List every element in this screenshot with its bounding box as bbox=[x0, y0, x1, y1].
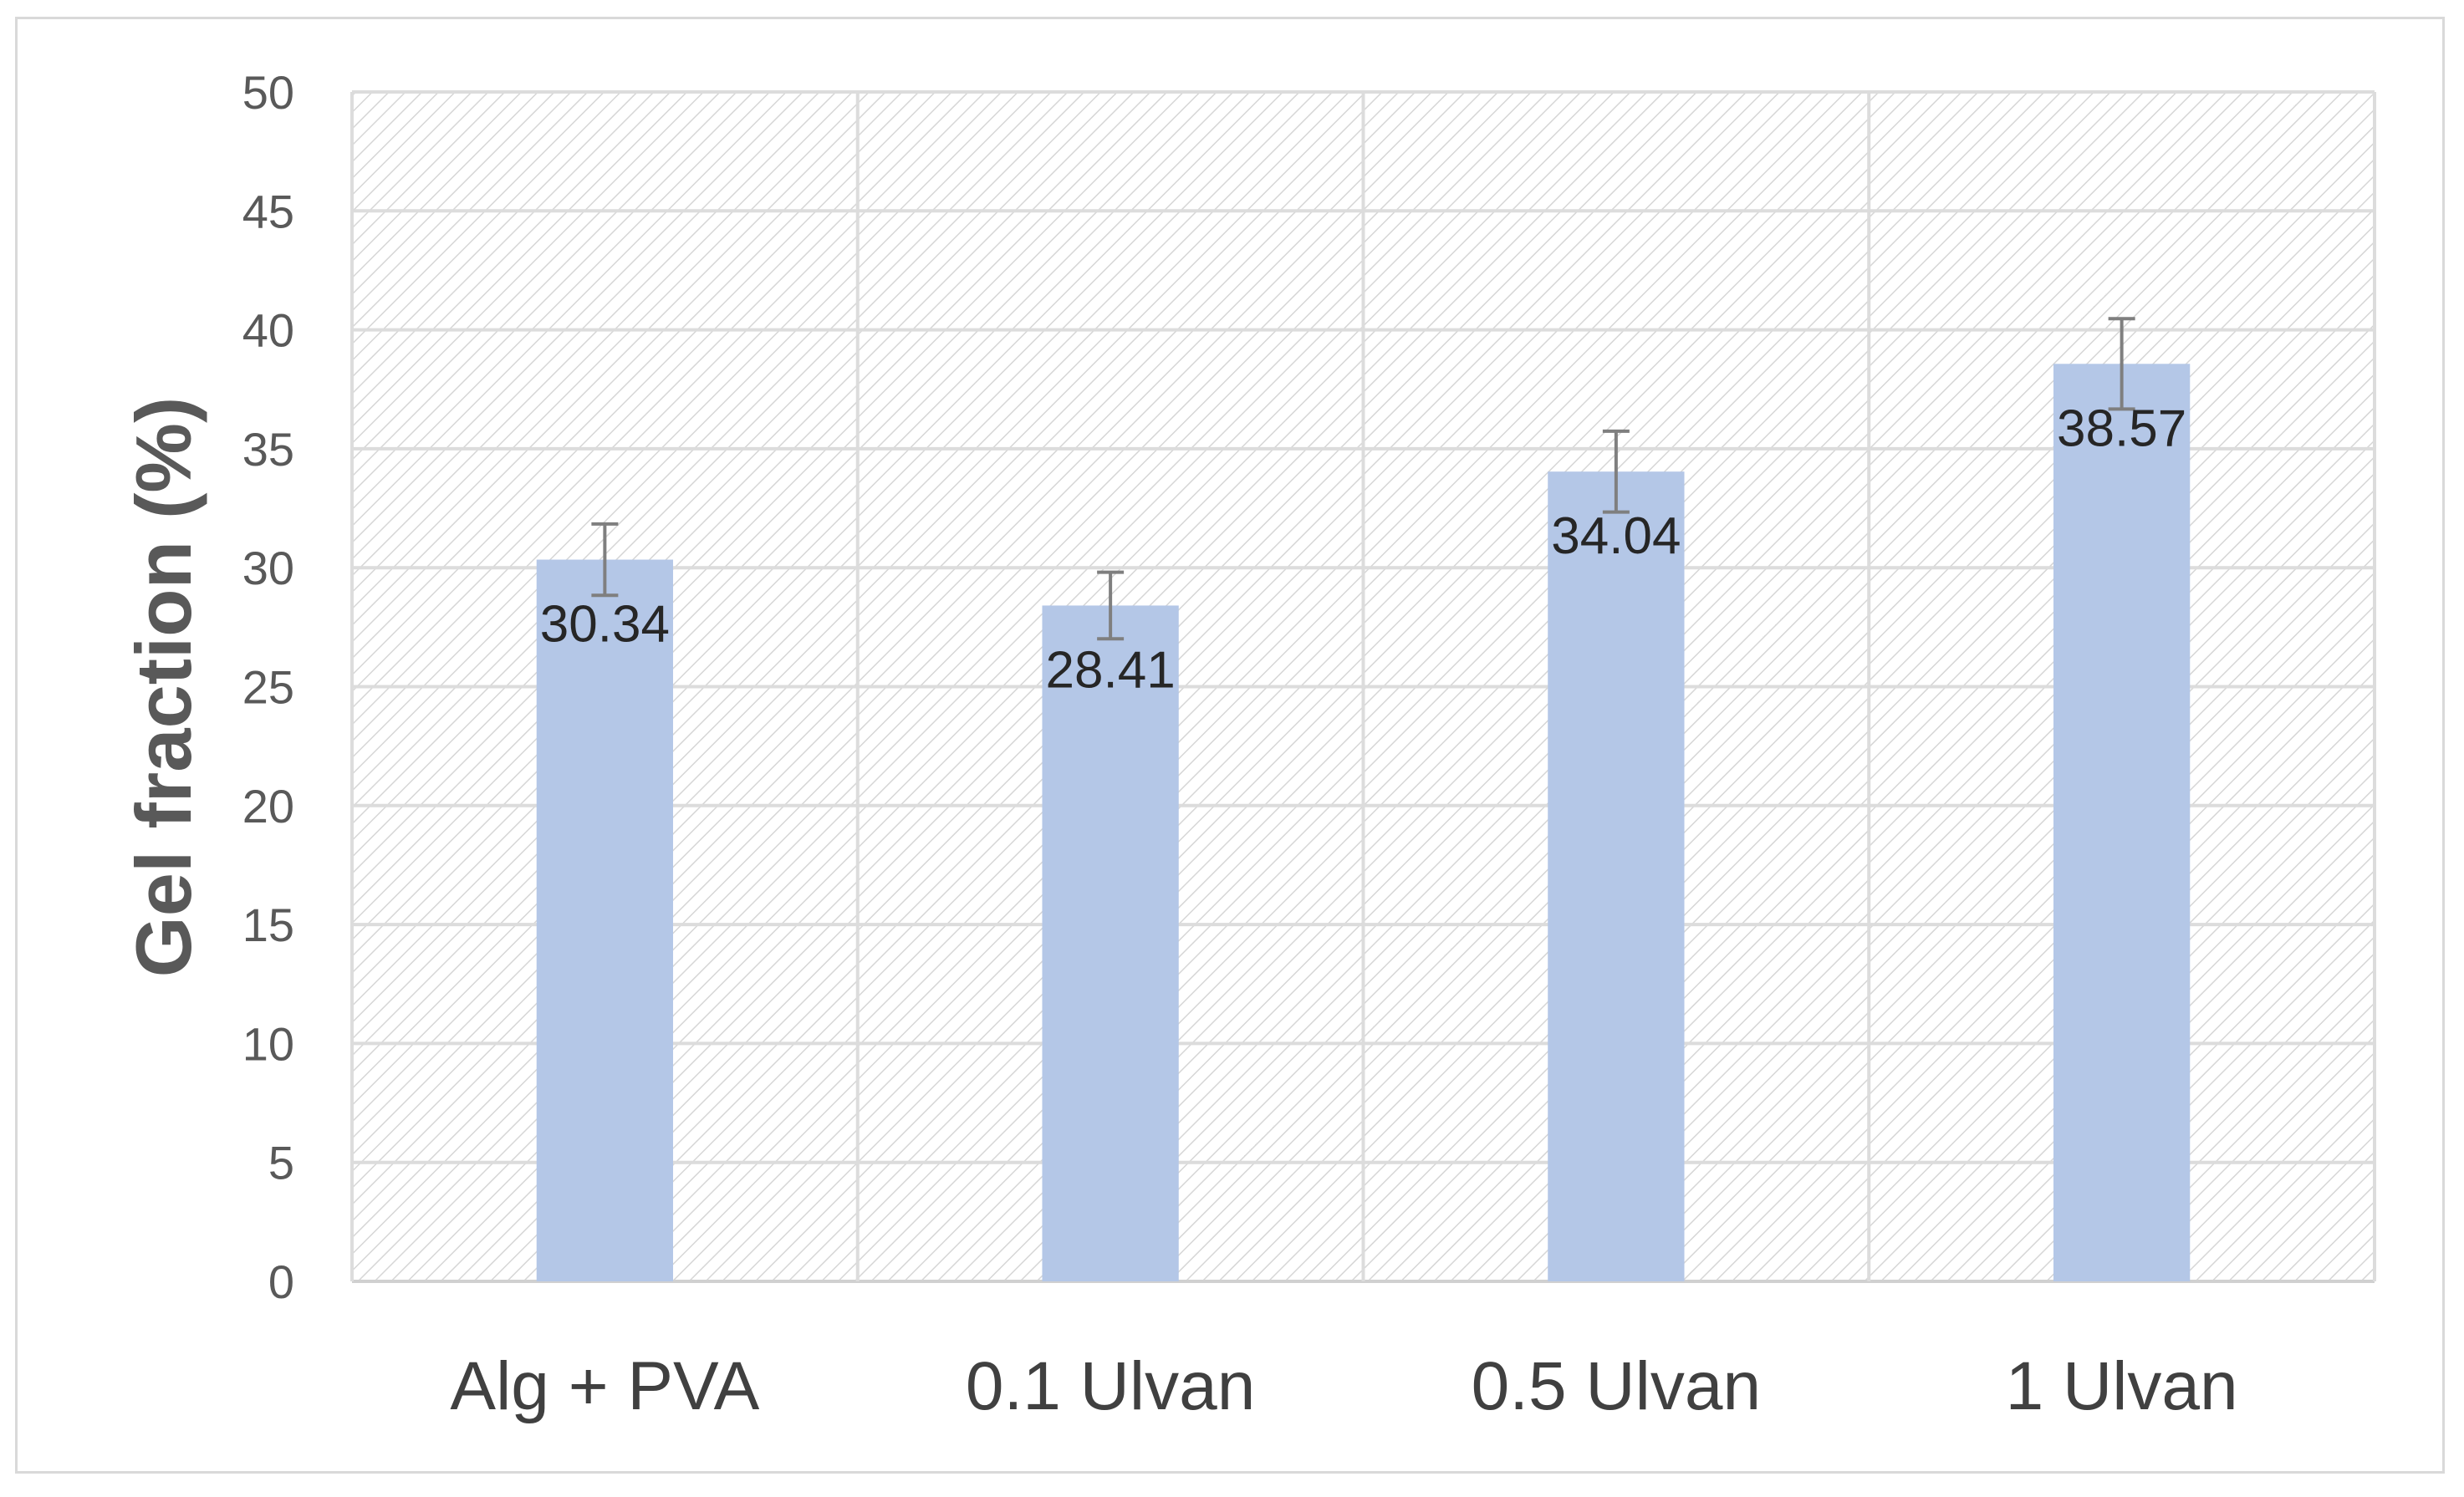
bar-1 bbox=[1042, 605, 1179, 1281]
gridlines bbox=[350, 90, 2376, 1283]
data-label-0: 30.34 bbox=[540, 596, 670, 654]
data-label-1: 28.41 bbox=[1046, 641, 1176, 699]
y-tick-label-10: 50 bbox=[242, 66, 294, 119]
y-tick-label-5: 25 bbox=[242, 661, 294, 714]
y-tick-label-9: 45 bbox=[242, 185, 294, 237]
y-tick-label-2: 10 bbox=[242, 1017, 294, 1070]
y-tick-label-6: 30 bbox=[242, 542, 294, 594]
x-tick-label-2: 0.5 Ulvan bbox=[1472, 1348, 1761, 1424]
y-tick-label-8: 40 bbox=[242, 304, 294, 357]
y-tick-label-7: 35 bbox=[242, 423, 294, 476]
bar-2 bbox=[1548, 471, 1685, 1281]
bar-0 bbox=[536, 559, 674, 1281]
y-tick-label-0: 0 bbox=[268, 1255, 294, 1308]
x-tick-label-3: 1 Ulvan bbox=[2006, 1348, 2238, 1424]
data-labels: 30.34 28.41 34.04 38.57 bbox=[540, 400, 2186, 699]
y-tick-label-3: 15 bbox=[242, 899, 294, 951]
y-tick-label-4: 20 bbox=[242, 780, 294, 833]
x-axis: Alg + PVA 0.1 Ulvan 0.5 Ulvan 1 Ulvan bbox=[450, 1348, 2237, 1424]
data-label-2: 34.04 bbox=[1551, 507, 1681, 565]
bars bbox=[536, 364, 2191, 1281]
x-tick-label-1: 0.1 Ulvan bbox=[966, 1348, 1255, 1424]
y-axis-title: Gel fraction (%) bbox=[120, 397, 207, 978]
y-tick-label-1: 5 bbox=[268, 1137, 294, 1189]
bar-3 bbox=[2053, 364, 2191, 1281]
error-bars bbox=[591, 317, 2135, 641]
data-label-3: 38.57 bbox=[2057, 400, 2186, 457]
y-axis: 0 5 10 15 20 25 30 35 40 45 50 bbox=[242, 66, 294, 1308]
x-tick-label-0: Alg + PVA bbox=[450, 1348, 759, 1424]
